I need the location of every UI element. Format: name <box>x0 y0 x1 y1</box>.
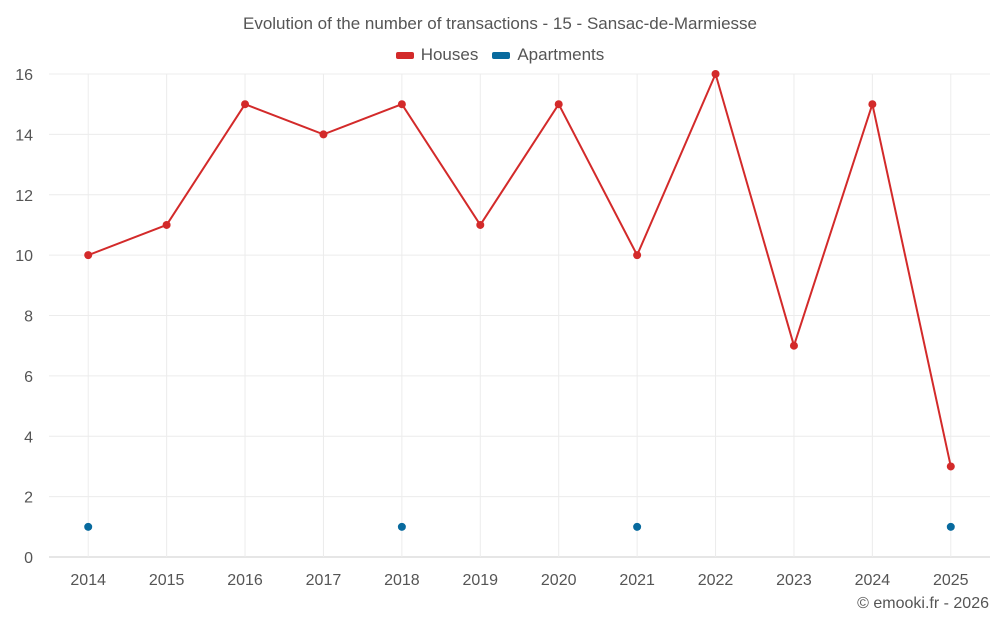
y-tick-label-16: 16 <box>15 67 33 84</box>
y-tick-label-14: 14 <box>15 127 33 144</box>
data-point-houses-2025[interactable] <box>946 462 955 471</box>
data-point-houses-2020[interactable] <box>554 100 563 109</box>
data-point-houses-2024[interactable] <box>868 100 877 109</box>
x-tick-label-2014: 2014 <box>70 572 106 589</box>
y-tick-label-4: 4 <box>24 429 33 446</box>
data-point-apartments-2021[interactable] <box>633 522 642 531</box>
y-tick-label-12: 12 <box>15 188 33 205</box>
x-tick-label-2025: 2025 <box>933 572 969 589</box>
data-point-houses-2019[interactable] <box>476 220 485 229</box>
x-tick-label-2019: 2019 <box>462 572 498 589</box>
legend-swatch-houses <box>395 51 414 59</box>
x-tick-label-2022: 2022 <box>698 572 734 589</box>
data-point-apartments-2014[interactable] <box>84 522 93 531</box>
legend-label-apartments: Apartments <box>517 45 605 64</box>
credit-text: © emooki.fr - 2026 <box>857 595 989 612</box>
data-point-houses-2015[interactable] <box>162 220 171 229</box>
legend-item-apartments[interactable]: Apartments <box>492 45 604 65</box>
x-tick-label-2021: 2021 <box>619 572 655 589</box>
x-tick-label-2024: 2024 <box>855 572 891 589</box>
data-point-apartments-2018[interactable] <box>397 522 406 531</box>
x-tick-label-2023: 2023 <box>776 572 812 589</box>
data-point-houses-2017[interactable] <box>319 130 328 139</box>
x-tick-label-2015: 2015 <box>149 572 185 589</box>
legend: Houses Apartments <box>0 45 1000 65</box>
series-line-houses <box>87 73 952 467</box>
x-tick-label-2016: 2016 <box>227 572 263 589</box>
legend-label-houses: Houses <box>420 45 479 64</box>
y-tick-label-6: 6 <box>24 369 33 386</box>
x-tick-label-2020: 2020 <box>541 572 577 589</box>
legend-swatch-apartments <box>492 51 511 59</box>
data-point-houses-2022[interactable] <box>711 70 720 78</box>
x-tick-label-2018: 2018 <box>384 572 420 589</box>
data-point-houses-2023[interactable] <box>789 341 798 350</box>
data-point-houses-2014[interactable] <box>84 251 93 260</box>
x-tick-label-2017: 2017 <box>306 572 342 589</box>
data-point-houses-2018[interactable] <box>397 100 406 109</box>
y-tick-label-2: 2 <box>24 490 33 507</box>
y-tick-label-8: 8 <box>24 309 33 326</box>
data-point-apartments-2025[interactable] <box>946 522 955 531</box>
y-tick-label-10: 10 <box>15 248 33 265</box>
legend-item-houses[interactable]: Houses <box>395 45 479 65</box>
data-point-houses-2016[interactable] <box>241 100 250 109</box>
y-tick-label-0: 0 <box>24 550 33 567</box>
chart-title: Evolution of the number of transactions … <box>242 14 758 33</box>
data-point-houses-2021[interactable] <box>633 251 642 260</box>
